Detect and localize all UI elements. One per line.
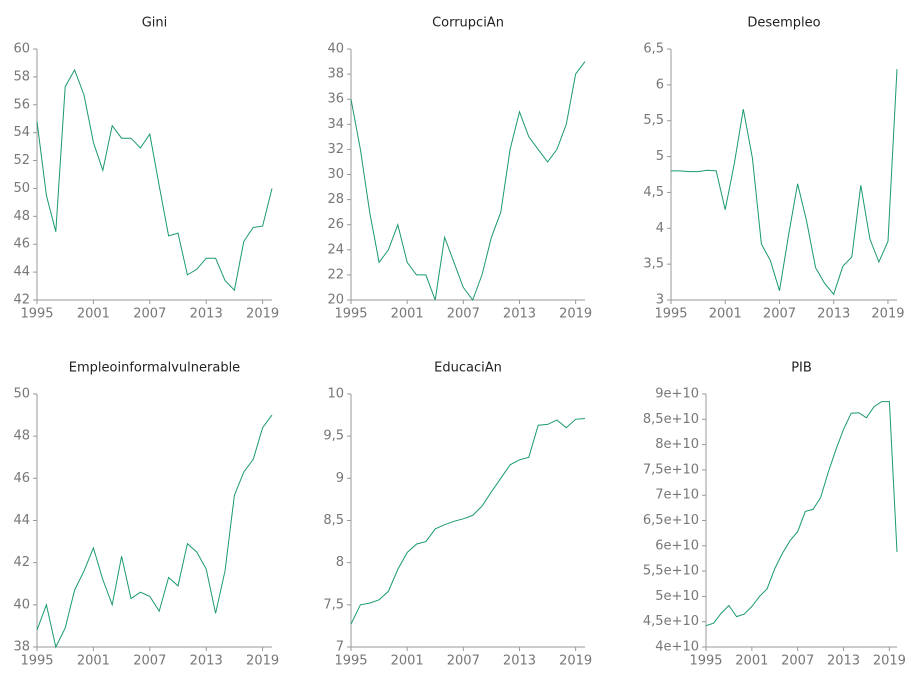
y-tick-label: 8,5e+10: [643, 412, 699, 427]
y-tick-label: 38: [327, 67, 344, 82]
y-tick-label: 7,5: [323, 597, 344, 612]
y-tick-label: 58: [13, 69, 30, 84]
x-tick-label: 2007: [133, 307, 166, 322]
y-tick-label: 28: [327, 192, 344, 207]
x-tick-label: 1995: [689, 654, 722, 669]
x-tick-label: 2013: [817, 307, 850, 322]
y-tick-label: 4,5: [643, 185, 664, 200]
x-tick-label: 2007: [447, 654, 480, 669]
y-tick-label: 6: [656, 77, 664, 92]
y-tick-label: 34: [327, 117, 344, 132]
y-tick-label: 36: [327, 92, 344, 107]
y-tick-label: 7: [336, 640, 344, 655]
x-tick-label: 1995: [654, 307, 687, 322]
y-tick-label: 9e+10: [655, 387, 699, 402]
x-tick-label: 2013: [503, 307, 536, 322]
y-tick-label: 10: [327, 387, 344, 402]
y-tick-label: 8: [336, 555, 344, 570]
y-tick-label: 24: [327, 242, 344, 257]
x-tick-label: 2007: [781, 654, 814, 669]
x-tick-label: 2019: [871, 307, 904, 322]
data-line: [350, 418, 586, 625]
y-tick-label: 52: [13, 153, 30, 168]
y-tick-label: 8e+10: [655, 437, 699, 452]
y-tick-label: 56: [13, 97, 30, 112]
y-tick-label: 46: [13, 237, 30, 252]
y-tick-label: 38: [13, 640, 30, 655]
x-tick-label: 2001: [77, 307, 110, 322]
chart-title: Desempleo: [747, 16, 820, 31]
x-tick-label: 2019: [559, 307, 592, 322]
y-tick-label: 7e+10: [655, 488, 699, 503]
y-tick-label: 54: [13, 125, 30, 140]
y-tick-label: 5e+10: [655, 589, 699, 604]
y-tick-label: 5,5: [643, 113, 664, 128]
y-tick-label: 6e+10: [655, 538, 699, 553]
y-tick-label: 50: [13, 387, 30, 402]
y-tick-label: 9,5: [323, 429, 344, 444]
y-tick-label: 20: [327, 293, 344, 308]
data-line: [36, 68, 273, 292]
y-tick-label: 48: [13, 429, 30, 444]
data-line: [671, 69, 898, 296]
x-tick-label: 1995: [20, 307, 53, 322]
y-tick-label: 46: [13, 471, 30, 486]
x-tick-label: 1995: [334, 307, 367, 322]
x-tick-label: 2013: [827, 654, 860, 669]
x-tick-label: 2007: [447, 307, 480, 322]
x-tick-label: 2001: [735, 654, 768, 669]
y-tick-label: 40: [13, 597, 30, 612]
y-tick-label: 44: [13, 513, 30, 528]
y-tick-label: 50: [13, 181, 30, 196]
x-tick-label: 2019: [559, 654, 592, 669]
y-tick-label: 4: [656, 221, 664, 236]
y-tick-label: 3,5: [643, 257, 664, 272]
data-line: [36, 414, 273, 649]
y-tick-label: 60: [13, 42, 30, 57]
x-tick-label: 2013: [190, 307, 223, 322]
y-tick-label: 40: [327, 42, 344, 57]
x-tick-label: 1995: [20, 654, 53, 669]
y-tick-label: 5,5e+10: [643, 564, 699, 579]
x-tick-label: 2001: [391, 654, 424, 669]
data-line: [705, 401, 898, 627]
y-tick-label: 5: [656, 149, 664, 164]
x-tick-label: 2007: [763, 307, 796, 322]
y-tick-label: 44: [13, 265, 30, 280]
y-tick-label: 26: [327, 217, 344, 232]
y-tick-label: 42: [13, 293, 30, 308]
y-tick-label: 6,5e+10: [643, 513, 699, 528]
x-tick-label: 2019: [873, 654, 906, 669]
x-tick-label: 2019: [246, 654, 279, 669]
data-line: [350, 61, 586, 302]
y-tick-label: 42: [13, 555, 30, 570]
x-tick-label: 1995: [334, 654, 367, 669]
x-tick-label: 2013: [503, 654, 536, 669]
x-tick-label: 2001: [391, 307, 424, 322]
y-tick-label: 7,5e+10: [643, 462, 699, 477]
chart-title: EducaciAn: [434, 361, 502, 376]
y-tick-label: 9: [336, 471, 344, 486]
y-tick-label: 6,5: [643, 42, 664, 57]
chart-title: PIB: [791, 361, 812, 376]
y-tick-label: 48: [13, 209, 30, 224]
x-tick-label: 2001: [77, 654, 110, 669]
y-tick-label: 30: [327, 167, 344, 182]
y-tick-label: 8,5: [323, 513, 344, 528]
y-tick-label: 4,5e+10: [643, 614, 699, 629]
y-tick-label: 4e+10: [655, 640, 699, 655]
chart-title: CorrupciAn: [432, 16, 504, 31]
y-tick-label: 32: [327, 142, 344, 157]
x-tick-label: 2007: [133, 654, 166, 669]
y-tick-label: 3: [656, 293, 664, 308]
chart-title: Gini: [142, 16, 168, 31]
chart-title: Empleoinformalvulnerable: [69, 361, 240, 376]
x-tick-label: 2019: [246, 307, 279, 322]
x-tick-label: 2001: [709, 307, 742, 322]
x-tick-label: 2013: [190, 654, 223, 669]
y-tick-label: 22: [327, 267, 344, 282]
